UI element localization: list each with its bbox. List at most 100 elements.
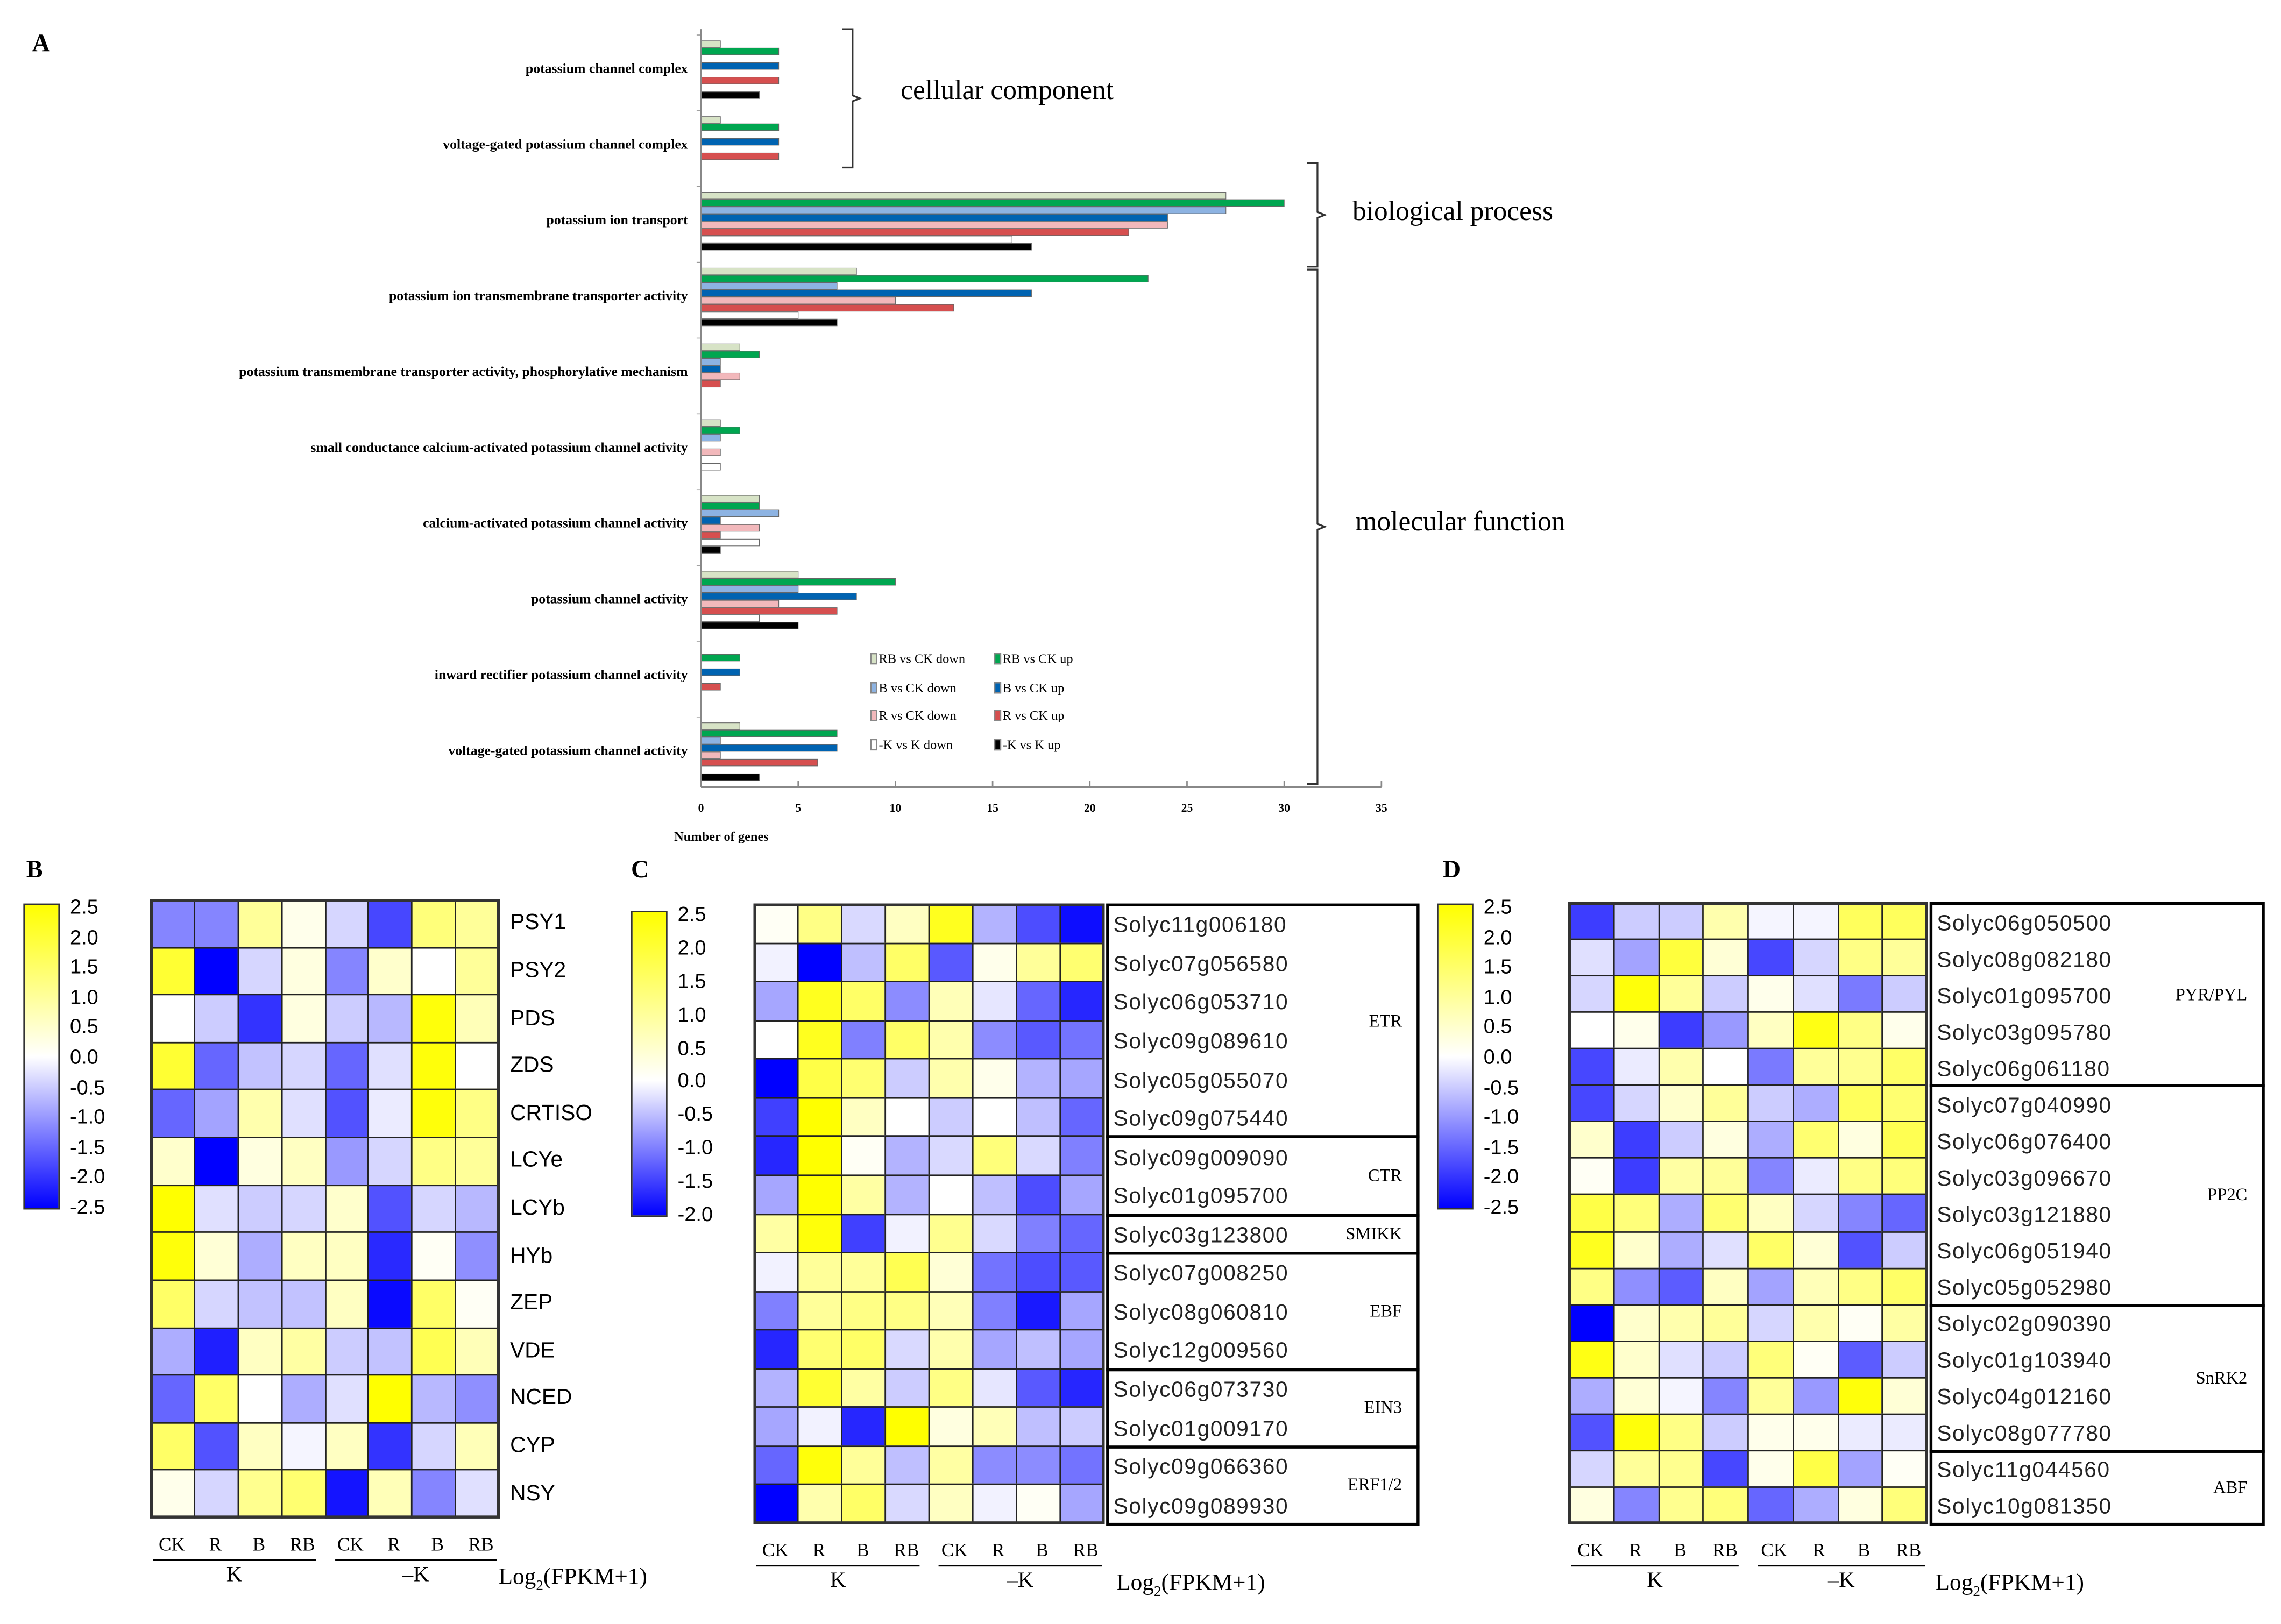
heatmap-cell — [1747, 1158, 1794, 1196]
gene-group-box — [1929, 1450, 2265, 1526]
heatmap-cell — [1702, 1450, 1749, 1488]
go-bar-chart — [696, 28, 1383, 788]
heatmap-cell — [1702, 1084, 1749, 1123]
legend-label: R vs CK up — [1002, 708, 1065, 723]
gene-row-label: PDS — [510, 1005, 555, 1031]
colorbar-tick-label: 0.5 — [1483, 1015, 1512, 1038]
heatmap-cell — [884, 1058, 930, 1099]
column-label: RB — [289, 1533, 315, 1555]
gene-group-label: PYR/PYL — [2175, 983, 2248, 1004]
heatmap-cell — [193, 994, 239, 1044]
bar-rb-vs-ck-down — [700, 495, 760, 503]
heatmap-cell — [928, 981, 974, 1022]
colorbar — [23, 903, 60, 1210]
bar-rb-vs-ck-up — [700, 123, 780, 131]
panel-label-d: D — [1442, 855, 1461, 883]
heatmap-cell — [797, 1136, 842, 1176]
heatmap-cell — [280, 946, 326, 996]
heatmap-cell — [237, 1041, 282, 1091]
bar-r-vs-ck-up — [700, 758, 818, 767]
bar-r-vs-ck-down — [700, 372, 740, 380]
heatmap-cell — [1059, 942, 1105, 983]
bar-rb-vs-ck-down — [700, 116, 721, 124]
gene-id-label: Solyc11g006180 — [1113, 913, 1287, 939]
legend-label: -K vs K down — [879, 736, 953, 751]
colorbar-tick-label: 1.0 — [70, 984, 98, 1009]
bar-b-vs-ck-down — [700, 737, 721, 744]
heatmap-cell — [928, 1290, 974, 1331]
gene-id-label: Solyc09g066360 — [1113, 1455, 1289, 1480]
heatmap-cell — [797, 1097, 842, 1138]
heatmap-cell — [797, 1058, 842, 1099]
bar-rb-vs-ck-up — [700, 275, 1149, 283]
heatmap-cell — [324, 1327, 370, 1376]
legend-label: RB vs CK down — [879, 651, 966, 666]
bar-rb-vs-ck-down — [700, 722, 740, 730]
x-tick-label: 0 — [698, 801, 704, 815]
column-label: CK — [1761, 1538, 1788, 1561]
gene-id-label: Solyc08g060810 — [1113, 1300, 1289, 1325]
heatmap-cell — [1837, 938, 1883, 977]
heatmap-cell — [150, 1137, 195, 1186]
gene-id-label: Solyc01g095700 — [1113, 1184, 1289, 1209]
bar-b-vs-ck-up — [700, 517, 721, 524]
group-underline — [756, 1565, 920, 1567]
heatmap-cell — [841, 1407, 887, 1447]
treatment-group-label: –K — [1007, 1569, 1034, 1593]
column-label: RB — [1712, 1538, 1738, 1561]
gene-group-label: ABF — [2213, 1477, 2248, 1498]
heatmap-cell — [237, 1089, 282, 1138]
group-underline — [938, 1565, 1102, 1567]
ontology-annotation: cellular component — [901, 75, 1114, 107]
brace-icon — [1307, 268, 1327, 785]
gene-id-label: Solyc05g055070 — [1113, 1068, 1289, 1093]
gene-row-label: CYP — [510, 1433, 555, 1458]
category-label: potassium ion transmembrane transporter … — [388, 290, 688, 305]
column-label: RB — [1073, 1538, 1099, 1561]
colorbar-tick-label: 0.0 — [1483, 1045, 1512, 1068]
heatmap-cell — [884, 981, 930, 1022]
colorbar-tick-label: 2.5 — [677, 902, 706, 926]
colorbar-tick-label: 2.5 — [1483, 895, 1512, 918]
colorbar-tick-label: 2.0 — [70, 925, 98, 948]
bar-rb-vs-ck-down — [700, 40, 721, 48]
heatmap-cell — [1016, 1329, 1061, 1370]
heatmap-cell — [841, 1058, 887, 1099]
heatmap-cell — [797, 1213, 842, 1253]
unit-suffix: (FPKM+1) — [1161, 1571, 1265, 1596]
colorbar-tick-label: 1.5 — [677, 968, 706, 992]
heatmap-frame — [150, 899, 500, 1519]
heatmap-cell — [884, 1174, 930, 1215]
colorbar-tick-label: -2.5 — [70, 1195, 105, 1218]
bar-b-vs-ck-up — [700, 668, 740, 676]
bar-r-vs-ck-up — [700, 304, 954, 312]
bar-b-vs-ck-down — [700, 282, 838, 290]
heatmap-cell — [1568, 1194, 1614, 1232]
bar-rb-vs-ck-down — [700, 267, 857, 275]
gene-id-label: Solyc01g095700 — [1937, 983, 2112, 1009]
column-label: R — [387, 1533, 401, 1555]
category-label: potassium transmembrane transporter acti… — [239, 365, 688, 381]
gene-id-label: Solyc07g008250 — [1113, 1261, 1289, 1287]
heatmap-cell — [928, 1097, 974, 1138]
heatmap-cell — [411, 1279, 457, 1329]
bar-r-vs-ck-down — [700, 600, 780, 608]
bar--k-vs-k-up — [700, 91, 760, 99]
category-label: potassium ion transport — [546, 214, 688, 229]
gene-id-label: Solyc06g061180 — [1937, 1056, 2110, 1082]
column-label: CK — [159, 1533, 185, 1555]
heatmap-cell — [1792, 1084, 1839, 1123]
heatmap-cell — [411, 1137, 457, 1186]
heatmap-cell — [324, 1231, 370, 1281]
gene-id-label: Solyc02g090390 — [1937, 1312, 2112, 1337]
colorbar-tick-label: 1.0 — [1483, 984, 1512, 1009]
bar-r-vs-ck-down — [700, 297, 896, 304]
heatmap-cell — [1657, 1048, 1704, 1086]
heatmap-cell — [884, 1252, 930, 1292]
bar-rb-vs-ck-up — [700, 654, 740, 662]
heatmap-cell — [1792, 975, 1839, 1013]
legend-item: -K vs K up — [994, 736, 1060, 751]
heatmap-cell — [367, 1279, 413, 1329]
gene-group-label: EBF — [1370, 1300, 1402, 1321]
gene-id-label: Solyc06g051940 — [1937, 1239, 2112, 1265]
